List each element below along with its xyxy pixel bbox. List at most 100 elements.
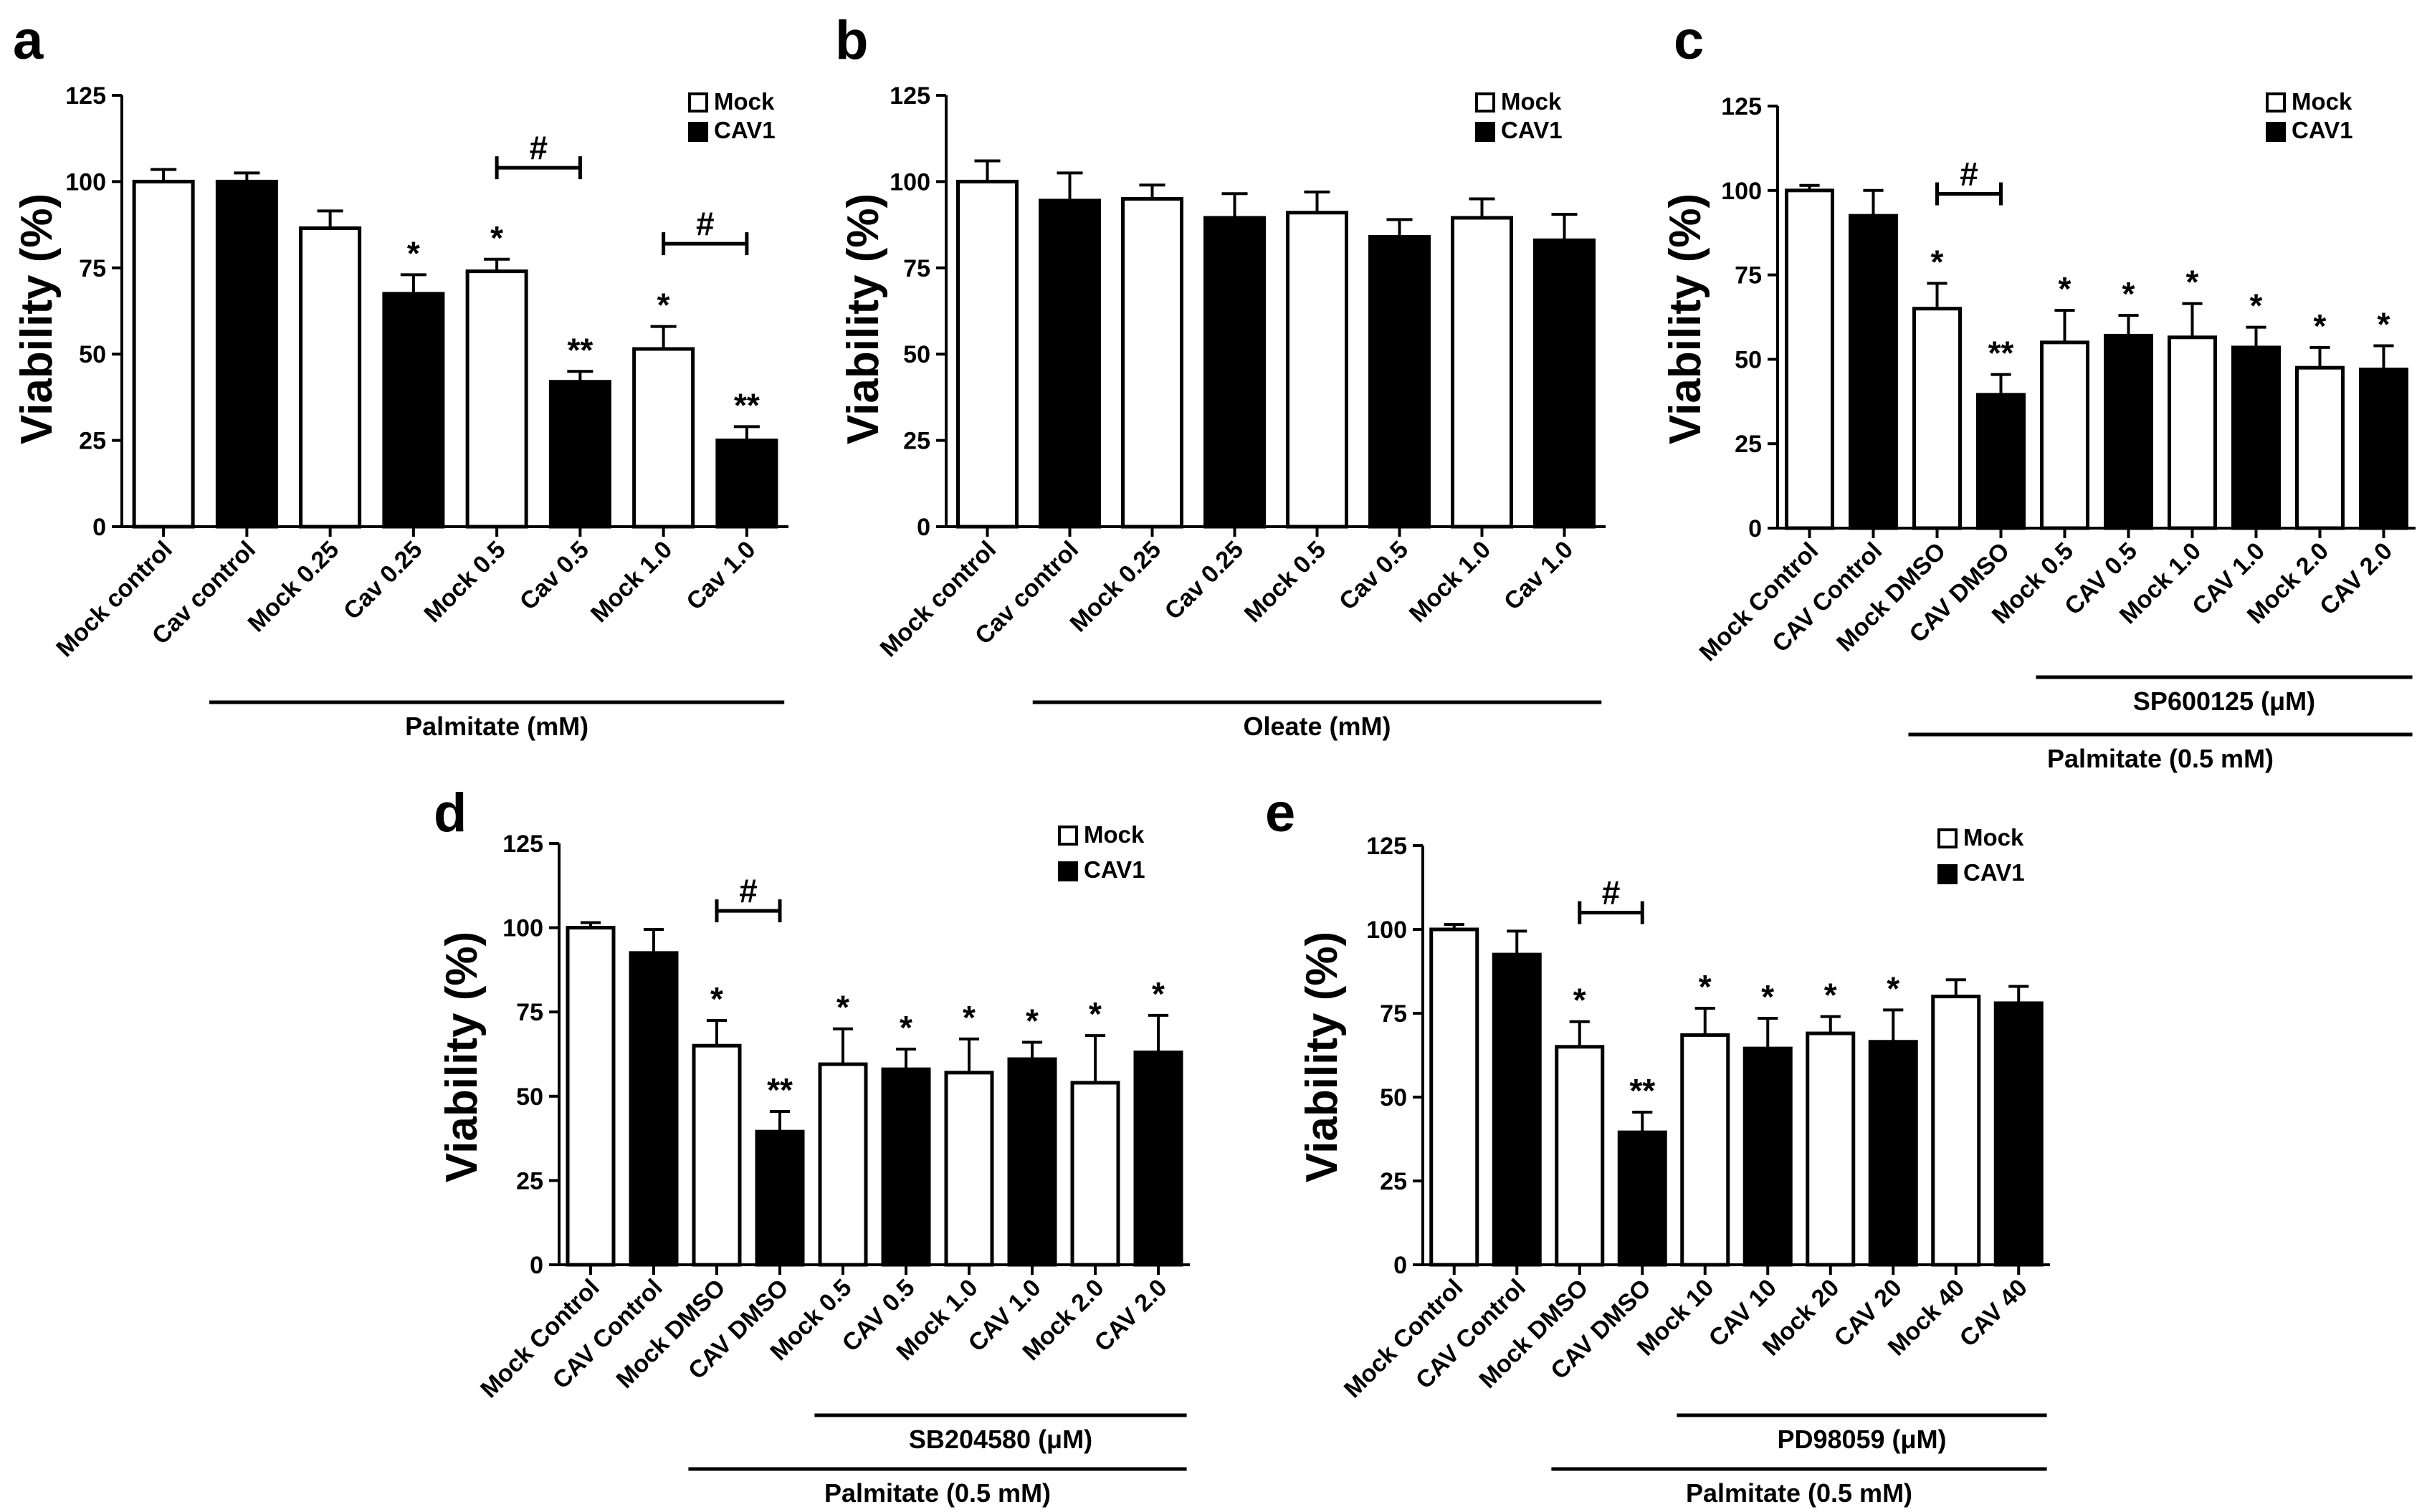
significance-mark: * [900,1009,912,1046]
y-axis-label: Viability (%) [12,193,62,444]
bar [1680,1033,1730,1267]
significance-mark: ** [767,1071,793,1109]
y-tick-label: 125 [1721,93,1762,120]
significance-mark: * [490,219,503,257]
bar [1806,1031,1856,1267]
x-category-label: Mock DMSO [1474,1274,1593,1394]
significance-mark: ** [1629,1072,1655,1109]
y-tick-label: 100 [890,168,930,196]
group-label: Palmitate (mM) [405,712,588,741]
bar [1429,927,1479,1267]
y-tick-label: 0 [917,514,930,541]
significance-mark: * [1152,975,1165,1013]
comparison-hash: # [1602,874,1621,911]
bar [1849,214,1898,530]
significance-mark: * [1761,978,1774,1015]
y-tick-label: 50 [516,1083,543,1111]
legend-swatch-mock [688,92,708,113]
bar [881,1067,931,1267]
legend: Mock CAV1 [1937,824,2025,886]
legend: Mock CAV1 [1475,88,1563,143]
y-axis-label: Viability (%) [1661,193,1710,444]
y-tick-label: 100 [1721,178,1762,205]
legend-swatch-cav1 [2266,122,2286,142]
legend-label-mock: Mock [1084,821,1145,848]
significance-mark: * [1824,977,1837,1014]
legend-label-cav1: CAV1 [1501,117,1563,143]
legend: Mock CAV1 [688,88,776,143]
legend-label-cav1: CAV1 [2292,117,2353,143]
bar [755,1129,805,1267]
y-tick-label: 0 [1393,1252,1407,1279]
bar [1868,1040,1918,1267]
y-axis-label: Viability (%) [1297,932,1347,1182]
bar [1203,216,1266,529]
bar [1785,188,1834,530]
y-tick-label: 25 [79,428,106,455]
bar [2231,345,2281,530]
significance-mark: * [657,287,670,324]
bar [2040,340,2089,530]
bar [1368,234,1431,529]
y-tick-label: 25 [903,428,930,455]
x-category-label: Cav 0.5 [1334,536,1413,616]
legend-label-cav1: CAV1 [714,117,776,143]
y-tick-label: 125 [890,82,930,110]
comparison-hash: # [529,129,548,166]
significance-mark: * [836,989,849,1026]
bar [215,179,278,529]
x-category-label: Cav 0.25 [1160,536,1249,625]
significance-mark: ** [734,386,760,424]
legend-swatch-cav1 [1475,122,1495,142]
x-category-label: Mock 1.0 [1404,536,1496,628]
bar [1976,393,2026,530]
bar [715,439,778,529]
bar [1039,198,1101,529]
x-category-label: Cav 0.25 [338,536,427,625]
legend-label-cav1: CAV1 [1084,856,1145,883]
bar [818,1062,868,1267]
significance-mark: ** [1988,335,2014,372]
y-tick-label: 50 [903,341,930,368]
y-tick-label: 75 [903,255,930,282]
bar [382,292,445,529]
bar [632,347,695,529]
y-tick-label: 100 [65,168,106,196]
bar [1492,952,1542,1267]
y-tick-label: 25 [1735,431,1762,458]
legend-swatch-cav1 [688,122,708,142]
legend-swatch-mock [1058,826,1078,846]
y-tick-label: 75 [516,999,543,1026]
bar [944,1071,994,1267]
group-label: SB204580 (μM) [909,1425,1092,1454]
significance-mark: * [1699,968,1712,1005]
bar [548,380,611,529]
bar [1070,1081,1120,1267]
panel-letter-c: c [1674,10,1704,71]
x-category-label: CAV Control [1411,1274,1531,1394]
y-tick-label: 0 [530,1252,543,1279]
y-tick-label: 25 [516,1167,543,1195]
x-category-label: Mock 1.0 [586,536,677,628]
y-tick-label: 125 [1366,833,1407,860]
bar [692,1043,742,1267]
comparison-hash: # [1960,155,1978,193]
significance-mark: * [2250,287,2263,325]
legend-swatch-mock [2266,92,2286,113]
y-tick-label: 75 [1380,1000,1407,1028]
x-category-label: CAV 40 [1955,1274,2033,1352]
significance-mark: * [2186,264,2199,301]
significance-mark: * [2122,275,2135,312]
significance-mark: * [2314,307,2327,345]
bar [2168,335,2217,530]
bar [132,179,195,529]
y-tick-label: 100 [502,915,543,942]
legend-swatch-cav1 [1937,864,1958,884]
